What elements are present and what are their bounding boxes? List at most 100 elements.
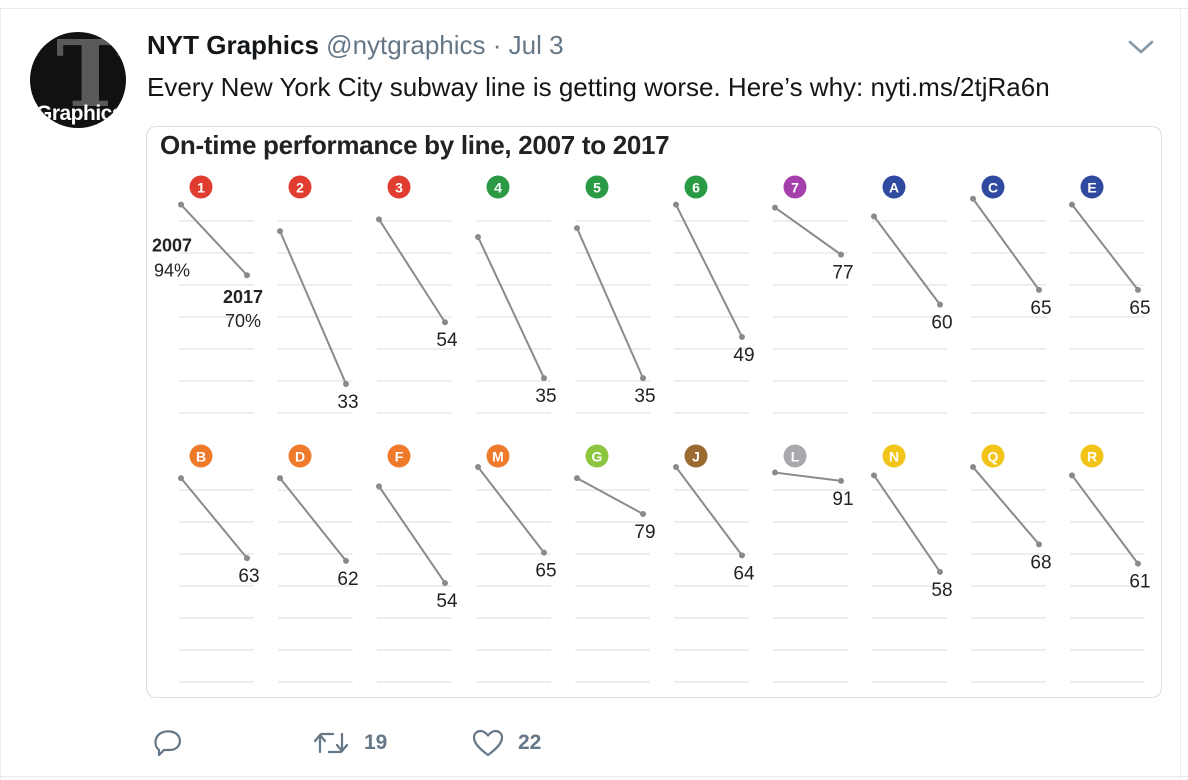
retweet-icon bbox=[313, 732, 349, 754]
annotation-start-year: 2007 bbox=[152, 236, 192, 256]
line-bullet-label: 7 bbox=[791, 180, 799, 196]
chart-title: On-time performance by line, 2007 to 201… bbox=[160, 130, 670, 160]
end-point bbox=[244, 272, 250, 279]
line-bullet-label: B bbox=[196, 449, 206, 465]
end-point bbox=[343, 557, 349, 564]
reply-button[interactable] bbox=[152, 728, 184, 758]
line-bullet-label: E bbox=[1087, 180, 1096, 196]
header-separator: · bbox=[492, 30, 502, 60]
end-point bbox=[541, 375, 547, 382]
avatar-text: Graphics bbox=[36, 102, 124, 125]
start-point bbox=[475, 464, 481, 471]
line-bullet-label: G bbox=[592, 449, 603, 465]
line-bullet-E bbox=[1080, 175, 1104, 199]
tweet-date[interactable]: Jul 3 bbox=[508, 30, 564, 60]
annotation-start-value: 94% bbox=[154, 261, 190, 281]
line-bullet-label: N bbox=[889, 449, 899, 465]
retweet-button[interactable]: 19 bbox=[312, 728, 387, 758]
end-value-label: 63 bbox=[238, 566, 259, 587]
slope-line-C bbox=[972, 198, 1040, 291]
line-bullet-M bbox=[486, 444, 510, 468]
divider-left bbox=[0, 8, 1, 780]
start-point bbox=[277, 228, 283, 235]
end-point bbox=[1036, 286, 1042, 293]
line-bullet-label: J bbox=[692, 449, 700, 465]
end-value-label: 68 bbox=[1030, 552, 1051, 573]
avatar[interactable]: T Graphics bbox=[30, 32, 126, 128]
slope-line-B bbox=[180, 477, 248, 559]
line-bullet-4 bbox=[486, 175, 510, 199]
line-bullet-R bbox=[1080, 444, 1104, 468]
divider-top bbox=[0, 8, 1188, 9]
end-point bbox=[442, 579, 448, 586]
start-point bbox=[772, 469, 778, 476]
line-bullet-label: 5 bbox=[593, 180, 601, 196]
divider-bottom bbox=[0, 776, 1188, 777]
end-point bbox=[739, 552, 745, 559]
divider-right bbox=[1180, 8, 1181, 780]
slope-line-D bbox=[279, 477, 347, 562]
line-bullet-B bbox=[189, 444, 213, 468]
start-point bbox=[475, 233, 481, 240]
end-value-label: 54 bbox=[436, 591, 458, 612]
line-bullet-label: R bbox=[1087, 449, 1097, 465]
slope-line-1 bbox=[180, 203, 248, 276]
slope-line-2 bbox=[279, 230, 347, 385]
tweet-actions: 19 22 bbox=[0, 720, 1188, 764]
start-point bbox=[277, 475, 283, 482]
line-bullet-Q bbox=[981, 444, 1005, 468]
end-value-label: 58 bbox=[931, 580, 952, 601]
start-point bbox=[178, 475, 184, 482]
slope-line-M bbox=[477, 466, 545, 554]
line-bullet-label: F bbox=[395, 449, 404, 465]
end-value-label: 65 bbox=[535, 561, 556, 582]
end-value-label: 35 bbox=[634, 386, 655, 407]
end-point bbox=[937, 301, 943, 308]
chevron-down-icon[interactable] bbox=[1126, 34, 1156, 60]
tweet-text: Every New York City subway line is getti… bbox=[147, 72, 1050, 102]
slope-line-L bbox=[774, 471, 842, 482]
line-bullet-label: D bbox=[295, 449, 305, 465]
end-point bbox=[343, 380, 349, 387]
line-bullet-J bbox=[684, 444, 708, 468]
end-value-label: 65 bbox=[1129, 298, 1150, 319]
slope-line-4 bbox=[477, 236, 545, 379]
line-bullet-N bbox=[882, 444, 906, 468]
slope-line-J bbox=[675, 466, 743, 556]
end-point bbox=[838, 477, 844, 484]
start-point bbox=[772, 204, 778, 211]
start-point bbox=[673, 464, 679, 471]
slope-line-R bbox=[1071, 474, 1139, 565]
line-bullet-D bbox=[288, 444, 312, 468]
line-bullet-C bbox=[981, 175, 1005, 199]
start-point bbox=[376, 483, 382, 490]
start-point bbox=[574, 225, 580, 232]
start-point bbox=[871, 213, 877, 220]
line-bullet-2 bbox=[288, 175, 312, 199]
start-point bbox=[1069, 472, 1075, 479]
line-bullet-5 bbox=[585, 175, 609, 199]
line-bullet-A bbox=[882, 175, 906, 199]
end-point bbox=[244, 555, 250, 562]
slope-line-5 bbox=[576, 227, 644, 379]
end-value-label: 60 bbox=[931, 313, 952, 334]
annotation-end-year: 2017 bbox=[223, 287, 263, 307]
slope-line-G bbox=[576, 477, 644, 515]
like-count: 22 bbox=[518, 731, 542, 754]
line-bullet-label: Q bbox=[988, 449, 999, 465]
start-point bbox=[178, 201, 184, 208]
avatar-glyph: T bbox=[56, 32, 125, 128]
line-bullet-label: C bbox=[988, 180, 998, 196]
line-bullet-7 bbox=[783, 175, 807, 199]
start-point bbox=[871, 472, 877, 479]
line-bullet-F bbox=[387, 444, 411, 468]
line-bullet-label: 6 bbox=[692, 180, 700, 196]
end-value-label: 49 bbox=[733, 345, 754, 366]
like-button[interactable]: 22 bbox=[472, 728, 541, 758]
line-bullet-label: 1 bbox=[197, 180, 205, 196]
end-value-label: 65 bbox=[1030, 298, 1051, 319]
author-handle[interactable]: @nytgraphics bbox=[326, 30, 486, 60]
slope-line-F bbox=[378, 485, 446, 584]
annotation-end-value: 70% bbox=[225, 311, 261, 331]
author-name[interactable]: NYT Graphics bbox=[147, 30, 319, 60]
